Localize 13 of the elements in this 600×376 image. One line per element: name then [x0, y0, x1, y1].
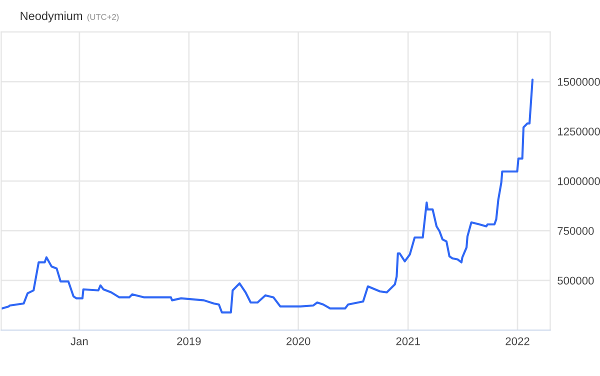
- x-tick-label: 2021: [396, 337, 420, 346]
- y-tick-label: 1000000: [558, 177, 600, 186]
- x-tick-label: 2020: [286, 337, 310, 346]
- y-tick-label: 1500000: [558, 78, 600, 86]
- chart-subtitle: (UTC+2): [87, 14, 119, 22]
- x-tick-label: 2022: [506, 337, 530, 346]
- y-tick-label: 500000: [558, 276, 594, 285]
- x-tick-label: Jan: [70, 337, 88, 346]
- x-tick-label: 2019: [177, 337, 201, 346]
- line-series: [1, 78, 534, 314]
- y-tick-label: 750000: [558, 227, 594, 235]
- chart-title: Neodymium: [20, 11, 82, 22]
- y-tick-label: 1250000: [558, 128, 600, 136]
